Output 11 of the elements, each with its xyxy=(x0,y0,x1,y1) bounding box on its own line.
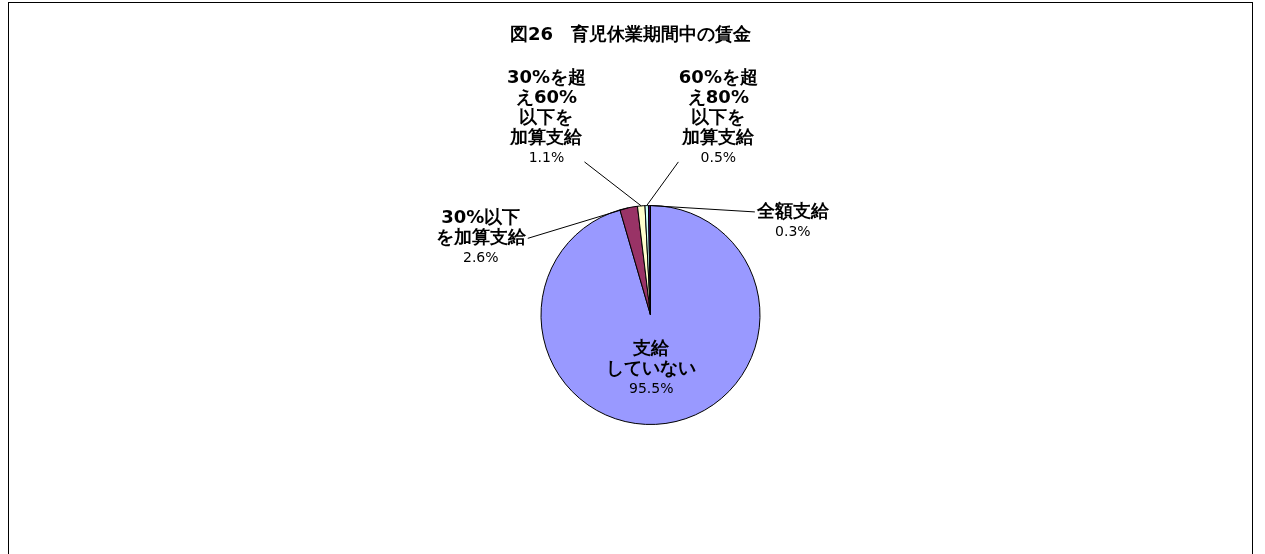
data-label: 2.6% xyxy=(462,248,499,265)
slice-label: 支給していない xyxy=(606,337,697,379)
slice-label: 60%を超え80%以下を加算支給 xyxy=(678,65,758,147)
data-label: 0.3% xyxy=(775,222,811,239)
slice-label: 30%以下を加算支給 xyxy=(435,206,527,248)
slice-label: 30%を超え60%以下を加算支給 xyxy=(506,65,587,147)
slice-label: 全額支給 xyxy=(755,199,830,221)
data-label: 1.1% xyxy=(528,148,565,165)
data-label: 95.5% xyxy=(629,380,674,397)
data-label: 0.5% xyxy=(700,148,737,165)
chart-title: 図26 育児休業期間中の賃金 xyxy=(508,22,753,46)
